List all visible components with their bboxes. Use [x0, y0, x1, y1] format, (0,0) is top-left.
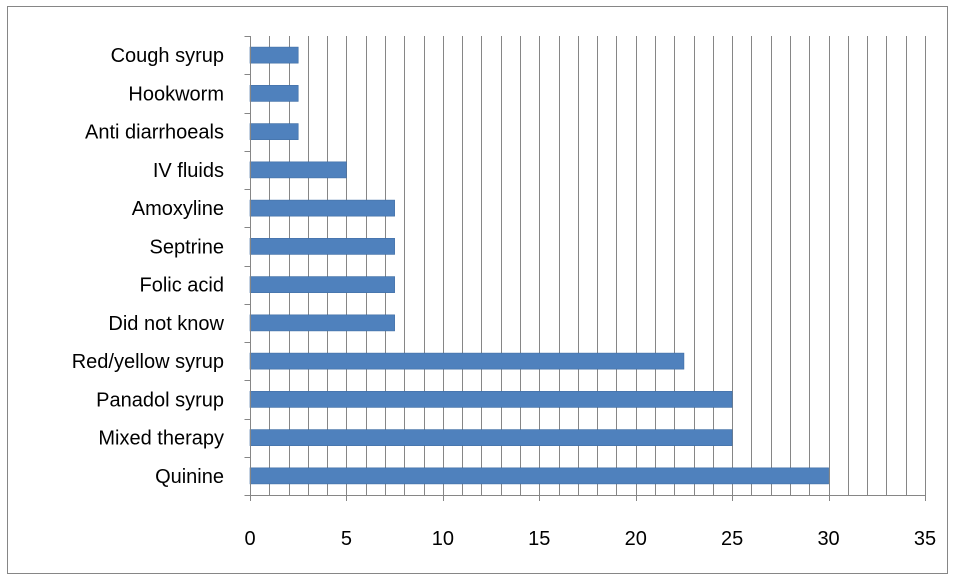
bar-panadol-syrup [249, 391, 733, 408]
x-tick-label: 10 [432, 528, 454, 550]
axes [244, 36, 926, 501]
x-tick-label: 25 [721, 528, 743, 550]
category-label: Amoxyline [132, 198, 224, 220]
bar-septrine [249, 238, 395, 255]
category-label: Septrine [150, 236, 225, 258]
x-tick-label: 20 [625, 528, 647, 550]
category-label: Quinine [155, 466, 224, 488]
category-label: Panadol syrup [96, 389, 224, 411]
category-label: Cough syrup [111, 45, 224, 67]
bars [249, 46, 829, 485]
gridlines [269, 36, 926, 495]
bar-folic-acid [249, 276, 395, 293]
category-label: Mixed therapy [98, 428, 224, 450]
x-tick-label: 0 [244, 528, 255, 550]
category-label: Folic acid [140, 275, 224, 297]
bar-red-yellow-syrup [249, 352, 685, 370]
category-label: Did not know [108, 313, 224, 335]
bar-quinine [249, 467, 829, 485]
bar-anti-diarrhoeals [249, 123, 299, 140]
labels: Quinine Mixed therapy Panadol syrup Red/yel… [72, 45, 936, 550]
x-tick-label: 5 [341, 528, 352, 550]
bar-cough-syrup [249, 46, 299, 64]
x-tick-label: 35 [914, 528, 936, 550]
category-label: Hookworm [128, 83, 224, 105]
bar-did-not-know [249, 314, 395, 332]
category-label: Red/yellow syrup [72, 351, 224, 373]
bar-mixed-therapy [249, 429, 733, 446]
x-tick-label: 30 [817, 528, 839, 550]
bar-iv-fluids [249, 161, 347, 179]
category-label: IV fluids [153, 160, 224, 182]
bar-hookworm [249, 85, 299, 102]
x-tick-label: 15 [528, 528, 550, 550]
bar-amoxyline [249, 199, 395, 217]
category-label: Anti diarrhoeals [85, 122, 224, 144]
